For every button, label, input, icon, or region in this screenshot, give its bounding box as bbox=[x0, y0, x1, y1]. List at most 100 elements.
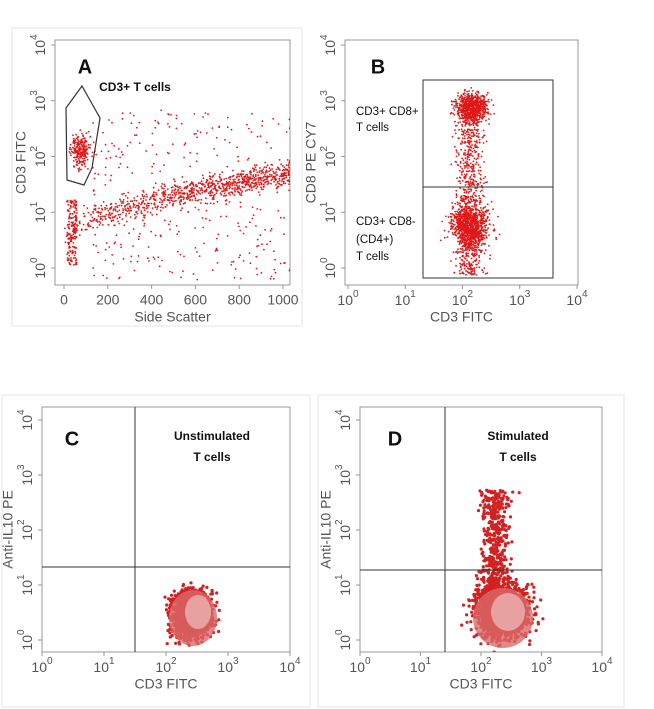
event-dot bbox=[459, 213, 462, 216]
event-dot bbox=[462, 228, 464, 231]
event-dot bbox=[350, 158, 352, 160]
event-dot bbox=[473, 218, 475, 221]
event-dot bbox=[466, 254, 469, 257]
event-dot bbox=[68, 254, 71, 257]
event-dot bbox=[264, 172, 267, 174]
event-dot bbox=[260, 186, 262, 189]
event-dot bbox=[193, 195, 196, 198]
event-dot bbox=[116, 205, 118, 208]
event-dot bbox=[108, 119, 110, 121]
event-dot bbox=[145, 199, 147, 201]
event-dot bbox=[253, 164, 256, 167]
event-dot bbox=[462, 102, 464, 104]
event-dot bbox=[449, 212, 452, 215]
event-dot bbox=[319, 175, 321, 177]
event-dot bbox=[225, 187, 228, 190]
event-dot bbox=[215, 180, 217, 182]
event-dot bbox=[168, 202, 171, 204]
event-dot bbox=[468, 261, 470, 263]
event-dot bbox=[330, 175, 332, 177]
event-dot bbox=[167, 199, 170, 201]
event-dot bbox=[80, 229, 83, 232]
event-dot bbox=[357, 162, 359, 164]
event-dot bbox=[300, 179, 302, 181]
event-dot bbox=[375, 166, 377, 168]
event-dot bbox=[487, 227, 489, 230]
tick-base: 10 bbox=[32, 263, 48, 279]
event-dot bbox=[457, 152, 460, 155]
event-dot bbox=[473, 126, 476, 129]
event-dot bbox=[477, 135, 479, 138]
event-dot bbox=[325, 172, 327, 174]
event-dot bbox=[152, 186, 155, 189]
event-dot bbox=[478, 210, 481, 212]
event-dot bbox=[125, 213, 128, 215]
event-dot bbox=[368, 160, 370, 162]
event-dot bbox=[80, 155, 83, 158]
event-dot bbox=[483, 213, 485, 215]
event-dot bbox=[370, 162, 372, 164]
event-dot bbox=[461, 208, 464, 211]
event-dot bbox=[98, 220, 101, 223]
event-dot bbox=[263, 185, 265, 188]
event-dot bbox=[473, 149, 476, 152]
event-dot bbox=[382, 159, 384, 161]
event-dot bbox=[179, 203, 182, 206]
event-dot bbox=[469, 229, 472, 232]
event-dot bbox=[360, 165, 362, 167]
event-dot bbox=[353, 160, 355, 162]
event-dot bbox=[475, 123, 478, 126]
event-dot bbox=[373, 152, 375, 154]
event-dot bbox=[477, 124, 479, 127]
event-dot bbox=[389, 144, 391, 146]
event-dot bbox=[356, 159, 358, 161]
event-dot bbox=[290, 165, 292, 167]
event-dot bbox=[197, 182, 200, 185]
event-dot bbox=[379, 162, 381, 164]
event-dot bbox=[363, 168, 365, 170]
event-dot bbox=[238, 185, 241, 187]
event-dot bbox=[471, 200, 473, 203]
event-dot bbox=[457, 203, 459, 206]
event-dot bbox=[342, 162, 344, 164]
event-dot bbox=[469, 180, 472, 183]
event-dot bbox=[87, 211, 90, 214]
event-dot bbox=[193, 187, 195, 190]
event-dot bbox=[466, 235, 468, 238]
event-dot bbox=[75, 151, 78, 154]
event-dot bbox=[78, 152, 80, 155]
event-dot bbox=[104, 143, 107, 146]
event-dot bbox=[73, 235, 76, 238]
event-dot bbox=[477, 237, 480, 240]
event-dot bbox=[487, 98, 490, 101]
event-dot bbox=[451, 222, 454, 225]
event-dot bbox=[82, 137, 84, 140]
event-dot bbox=[116, 210, 119, 213]
event-dot bbox=[325, 176, 327, 178]
event-dot bbox=[375, 167, 377, 169]
event-dot bbox=[357, 162, 359, 164]
event-dot bbox=[370, 162, 372, 164]
event-dot bbox=[462, 131, 465, 134]
event-dot bbox=[356, 159, 358, 161]
event-dot bbox=[219, 173, 221, 176]
event-dot bbox=[356, 158, 358, 160]
event-dot bbox=[255, 225, 257, 227]
event-dot bbox=[459, 256, 461, 259]
event-dot bbox=[142, 199, 145, 202]
event-dot bbox=[243, 175, 246, 178]
event-dot bbox=[396, 171, 398, 173]
event-dot bbox=[173, 196, 176, 199]
event-dot bbox=[477, 121, 479, 124]
event-dot bbox=[474, 92, 477, 94]
event-dot bbox=[454, 210, 457, 213]
event-dot bbox=[489, 257, 491, 260]
event-dot bbox=[253, 182, 256, 185]
event-dot bbox=[183, 156, 186, 159]
event-dot bbox=[390, 167, 392, 169]
event-dot bbox=[326, 175, 328, 177]
event-dot bbox=[189, 199, 191, 201]
event-dot bbox=[128, 202, 130, 205]
event-dot bbox=[477, 239, 480, 241]
tick-base: 10 bbox=[322, 263, 338, 279]
